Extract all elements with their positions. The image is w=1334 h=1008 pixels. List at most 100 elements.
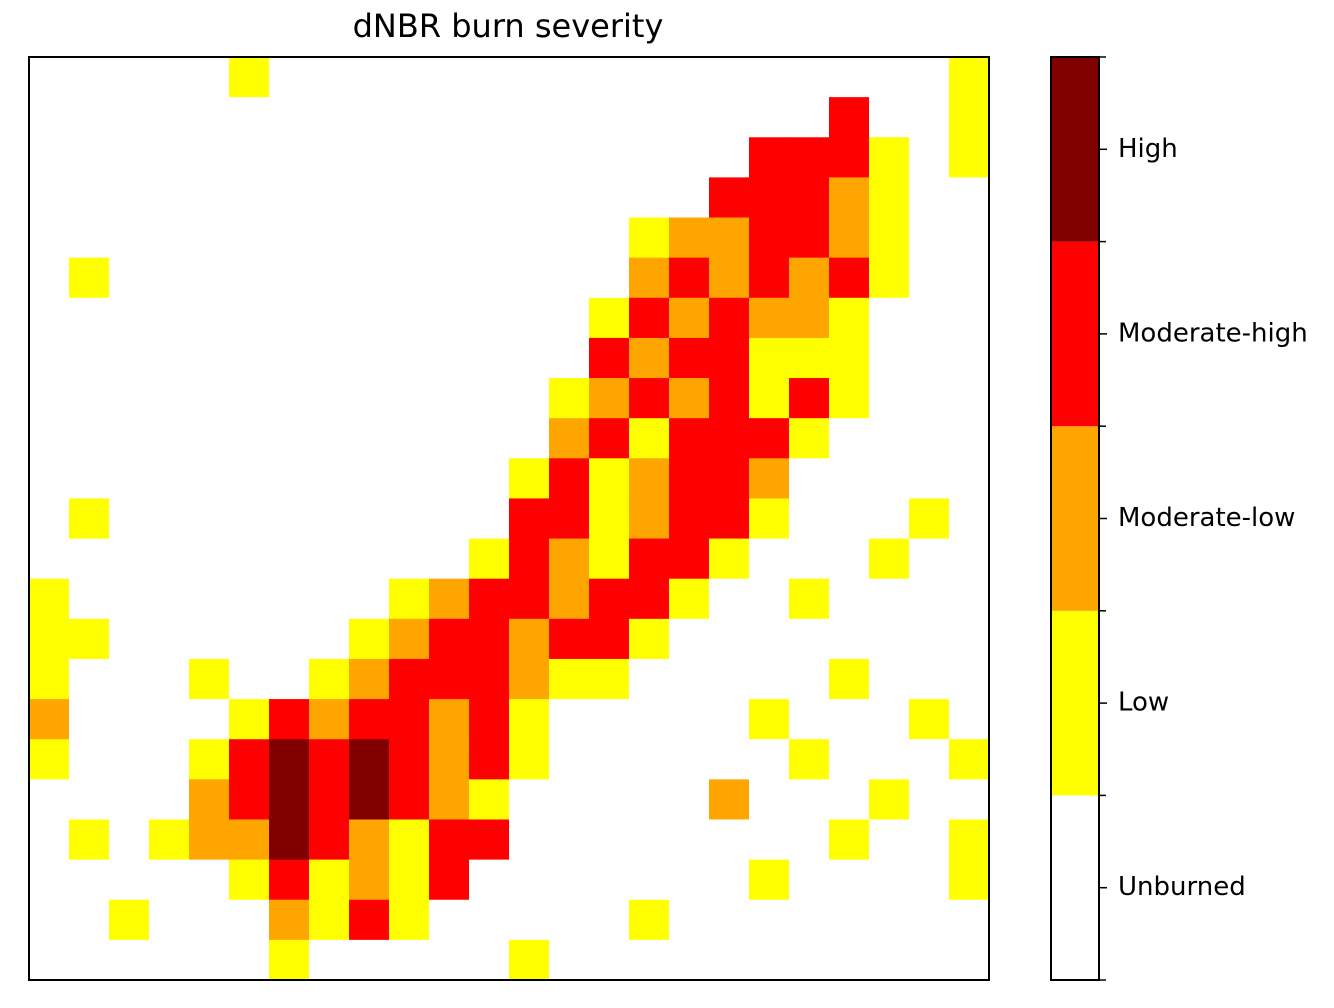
- cell: [69, 658, 110, 700]
- cell: [949, 177, 990, 219]
- cell: [349, 578, 390, 620]
- cell: [509, 57, 550, 98]
- cell: [709, 217, 750, 259]
- cell: [189, 739, 230, 780]
- cell: [29, 779, 70, 820]
- cell: [709, 57, 750, 98]
- cell: [349, 137, 390, 178]
- cell: [229, 257, 270, 299]
- cell: [509, 618, 550, 660]
- cell: [309, 217, 350, 259]
- cell: [349, 618, 390, 660]
- cell: [429, 137, 470, 178]
- cell: [429, 418, 470, 459]
- cell: [349, 739, 390, 780]
- cell: [669, 939, 710, 981]
- cell: [949, 57, 990, 98]
- cell: [909, 297, 950, 339]
- cell: [669, 899, 710, 941]
- cell: [789, 257, 830, 299]
- cell: [589, 618, 630, 660]
- cell: [589, 97, 630, 138]
- cell: [269, 217, 310, 259]
- cell: [229, 899, 270, 941]
- cell: [949, 257, 990, 299]
- cell: [29, 618, 70, 660]
- cell: [109, 337, 150, 379]
- cell: [109, 498, 150, 540]
- cell: [109, 217, 150, 259]
- cell: [549, 257, 590, 299]
- cell: [429, 658, 470, 700]
- cell: [429, 939, 470, 981]
- cell: [509, 859, 550, 901]
- cell: [149, 257, 190, 299]
- cell: [429, 337, 470, 379]
- cell: [829, 297, 870, 339]
- cell: [669, 57, 710, 98]
- cell: [789, 337, 830, 379]
- cell: [349, 257, 390, 299]
- cell: [469, 378, 510, 419]
- cell: [229, 177, 270, 219]
- cell: [669, 337, 710, 379]
- cell: [469, 819, 510, 861]
- cell: [549, 899, 590, 941]
- cell: [869, 177, 910, 219]
- cell: [829, 779, 870, 820]
- cell: [29, 939, 70, 981]
- cell: [749, 939, 790, 981]
- cell: [509, 699, 550, 740]
- cell: [909, 859, 950, 901]
- cell: [589, 779, 630, 820]
- cell: [789, 939, 830, 981]
- cell: [909, 899, 950, 941]
- cell: [469, 578, 510, 620]
- cell: [349, 538, 390, 580]
- cell: [269, 458, 310, 499]
- cell: [109, 177, 150, 219]
- cell: [229, 498, 270, 540]
- cell: [69, 538, 110, 580]
- cell: [709, 578, 750, 620]
- cell: [669, 498, 710, 540]
- cell: [869, 217, 910, 259]
- cell: [749, 177, 790, 219]
- cell: [669, 538, 710, 580]
- cell: [309, 538, 350, 580]
- cell: [309, 177, 350, 219]
- cell: [189, 819, 230, 861]
- cell: [669, 819, 710, 861]
- cell: [309, 378, 350, 419]
- cell: [269, 578, 310, 620]
- cell: [189, 177, 230, 219]
- cell: [109, 699, 150, 740]
- cell: [269, 137, 310, 178]
- cell: [309, 899, 350, 941]
- cell: [229, 418, 270, 459]
- cell: [429, 819, 470, 861]
- cell: [269, 177, 310, 219]
- cell: [749, 57, 790, 98]
- cell: [829, 578, 870, 620]
- cell: [69, 297, 110, 339]
- cell: [29, 899, 70, 941]
- cell: [149, 699, 190, 740]
- cell: [109, 297, 150, 339]
- cell: [309, 658, 350, 700]
- cell: [269, 57, 310, 98]
- cell: [109, 939, 150, 981]
- cell: [69, 618, 110, 660]
- cell: [749, 578, 790, 620]
- cell: [509, 578, 550, 620]
- cell: [949, 297, 990, 339]
- cell: [349, 779, 390, 820]
- cell: [869, 257, 910, 299]
- cell: [829, 538, 870, 580]
- cell: [589, 819, 630, 861]
- cell: [669, 177, 710, 219]
- cell: [389, 779, 430, 820]
- cell: [469, 257, 510, 299]
- cell: [629, 538, 670, 580]
- cell: [69, 378, 110, 419]
